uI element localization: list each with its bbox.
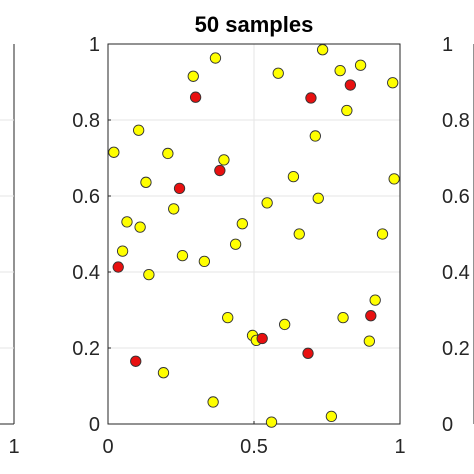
chart-title: 50 samples [195, 12, 314, 37]
x-tick-label: 1 [394, 436, 405, 458]
y-tick-label: 0.2 [72, 338, 100, 360]
right-panel: 0 0.2 0.4 0.6 0.8 1 [442, 34, 474, 436]
right-panel-y-tick-label: 1 [442, 34, 453, 56]
yellow-sample-point [334, 64, 346, 77]
yellow-sample-point [229, 238, 242, 250]
right-panel-y-tick-label: 0.4 [442, 262, 470, 284]
right-panel-y-tick-label: 0.2 [442, 338, 470, 360]
yellow-sample-point [341, 104, 353, 117]
yellow-sample-point [272, 67, 284, 79]
y-tick-label: 0.8 [72, 110, 100, 132]
yellow-sample-point [121, 216, 133, 228]
center-ticks: 0 0.2 0.4 0.6 0.8 1 0 0.5 1 [72, 34, 405, 458]
yellow-sample-point [140, 176, 152, 188]
red-sample-point [189, 91, 202, 103]
yellow-sample-point [108, 146, 120, 158]
x-tick-label: 0.5 [240, 436, 268, 458]
right-panel-y-tick-label: 0.8 [442, 110, 470, 132]
center-grid [107, 43, 401, 425]
yellow-sample-point [218, 154, 230, 166]
center-points [108, 44, 400, 428]
yellow-sample-point [337, 311, 349, 324]
red-sample-point [173, 182, 186, 195]
yellow-sample-point [279, 318, 291, 331]
yellow-sample-point [116, 245, 129, 257]
yellow-sample-point [222, 311, 234, 324]
yellow-sample-point [293, 228, 305, 240]
yellow-sample-point [388, 173, 400, 185]
left-panel-x-tick-label: 1 [8, 436, 19, 458]
red-sample-point [344, 79, 357, 91]
red-sample-point [365, 310, 377, 322]
yellow-sample-point [261, 197, 273, 209]
yellow-sample-point [198, 255, 211, 268]
red-sample-point [256, 332, 268, 345]
yellow-sample-point [236, 218, 248, 230]
yellow-sample-point [143, 269, 155, 281]
yellow-sample-point [209, 52, 222, 64]
y-tick-label: 0 [89, 414, 100, 436]
yellow-sample-point [187, 70, 199, 82]
red-sample-point [302, 347, 314, 359]
yellow-sample-point [376, 228, 389, 240]
yellow-sample-point [312, 192, 324, 204]
yellow-sample-point [134, 221, 146, 233]
right-panel-y-tick-label: 0.6 [442, 186, 470, 208]
yellow-sample-point [157, 367, 170, 379]
yellow-sample-point [176, 250, 189, 262]
y-tick-label: 1 [89, 34, 100, 56]
red-sample-point [305, 92, 317, 104]
yellow-sample-point [168, 203, 180, 215]
x-tick-label: 0 [102, 436, 113, 458]
yellow-sample-point [162, 147, 174, 160]
yellow-sample-point [363, 335, 375, 347]
yellow-sample-point [316, 44, 329, 56]
yellow-sample-point [387, 77, 399, 89]
yellow-sample-point [265, 416, 278, 428]
yellow-sample-point [287, 170, 300, 183]
y-tick-label: 0.6 [72, 186, 100, 208]
left-panel: 1 [0, 44, 20, 458]
yellow-sample-point [369, 294, 381, 306]
yellow-sample-point [354, 59, 367, 71]
yellow-sample-point [309, 130, 321, 142]
right-panel-y-tick-label: 0 [442, 414, 453, 436]
yellow-sample-point [207, 396, 219, 408]
yellow-sample-point [325, 410, 338, 423]
yellow-sample-point [133, 124, 145, 136]
right-ticks: 0 0.2 0.4 0.6 0.8 1 [442, 34, 470, 436]
red-sample-point [214, 164, 226, 177]
red-sample-point [130, 355, 142, 367]
red-sample-point [112, 261, 124, 273]
center-panel: 50 samples 0 0.2 0.4 0.6 0.8 1 0 0.5 1 [72, 12, 405, 458]
y-tick-label: 0.4 [72, 262, 100, 284]
